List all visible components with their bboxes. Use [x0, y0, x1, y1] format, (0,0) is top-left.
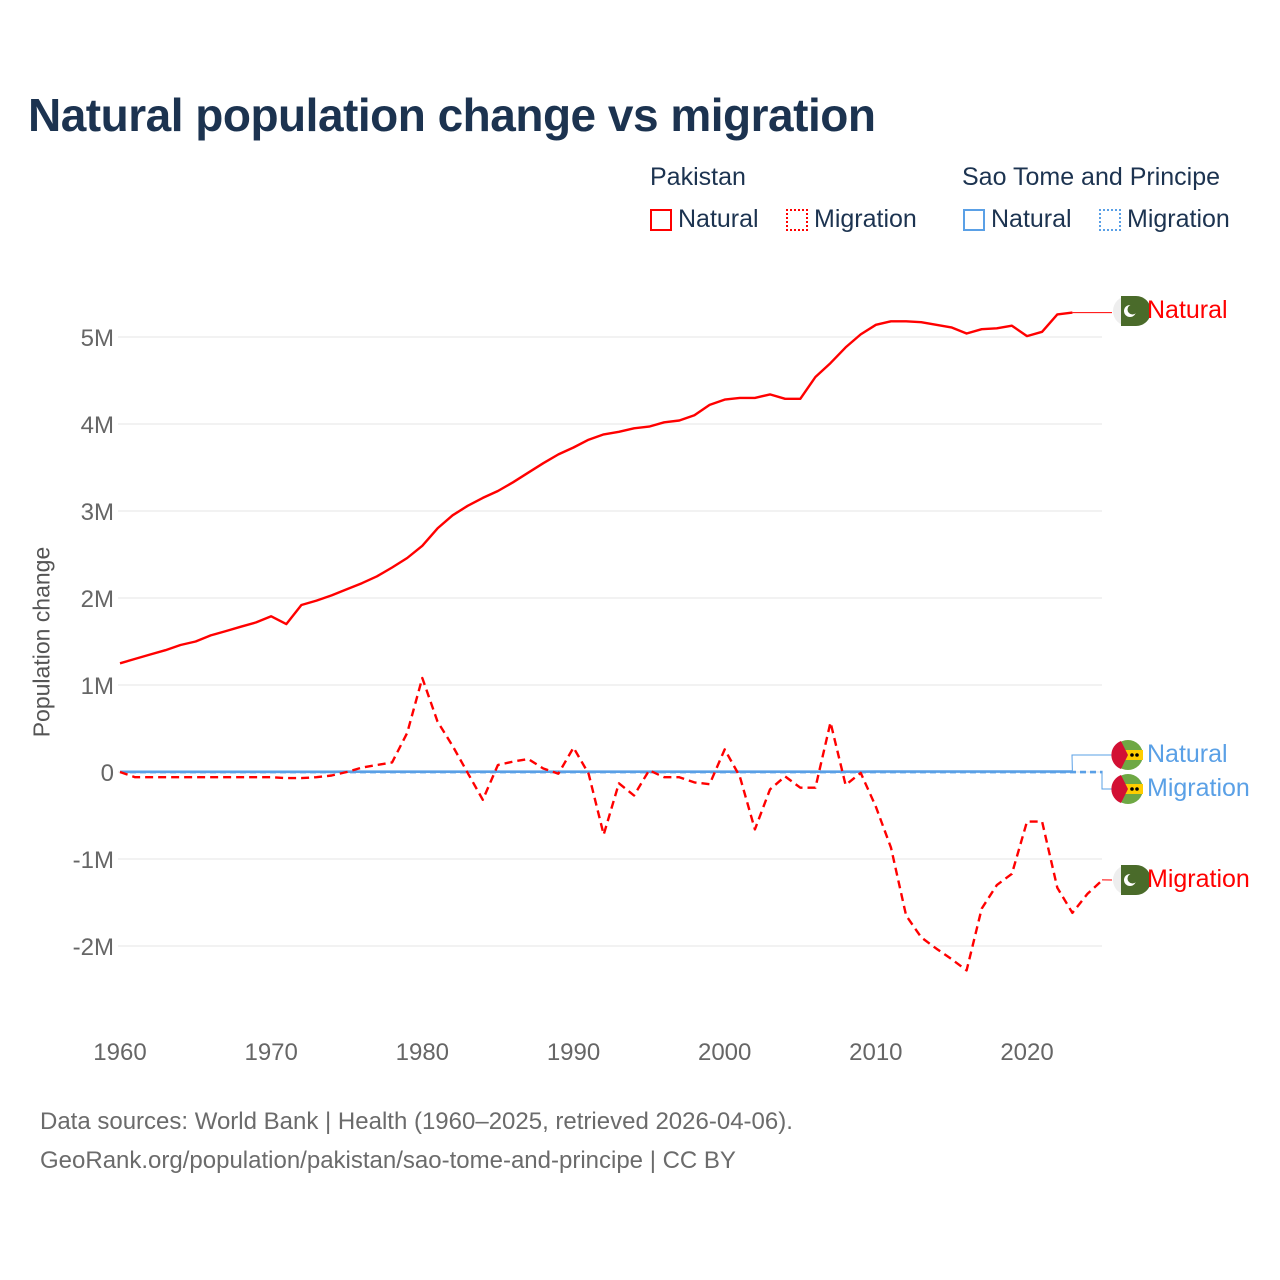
x-tick-label: 2020: [1000, 1039, 1053, 1066]
y-tick-label: -1M: [73, 847, 114, 874]
y-tick-label: -2M: [73, 934, 114, 961]
x-tick-label: 1980: [396, 1039, 449, 1066]
flag-red-2: [1111, 741, 1128, 769]
y-tick-label: 3M: [81, 499, 114, 526]
crescent-cut: [1127, 873, 1138, 884]
y-tick-label: 5M: [81, 325, 114, 352]
legend-group-pakistan: Pakistan: [650, 163, 746, 191]
legend-stp-natural[interactable]: Natural: [963, 205, 1072, 234]
end-label-pakistan-migration: Migration: [1147, 865, 1250, 893]
series-line-pakistan-migration: [119, 676, 1104, 972]
legend-label: Natural: [678, 205, 759, 233]
legend-stp-migration[interactable]: Migration: [1099, 205, 1230, 234]
connector-line: [1101, 772, 1112, 790]
star: [1135, 787, 1139, 791]
star: [1130, 787, 1134, 791]
y-tick-label: 0: [101, 760, 114, 787]
legend-swatch-solid: [963, 208, 985, 231]
x-tick-label: 1960: [93, 1039, 146, 1066]
x-tick-label: 1990: [547, 1039, 600, 1066]
flag-red-2: [1111, 775, 1128, 803]
legend-label: Natural: [991, 205, 1072, 233]
crescent-cut: [1127, 304, 1138, 315]
end-label-stp-natural: Natural: [1147, 740, 1228, 768]
x-tick-label: 1970: [244, 1039, 297, 1066]
end-label-stp-migration: Migration: [1147, 774, 1250, 802]
sao-tome-flag-icon: [1111, 740, 1143, 770]
legend-swatch-dotted: [786, 208, 808, 231]
x-tick-label: 2010: [849, 1039, 902, 1066]
star: [1130, 753, 1134, 757]
pakistan-flag-icon: [1113, 296, 1151, 326]
end-label-pakistan-natural: Natural: [1147, 296, 1228, 324]
legend-label: Migration: [1127, 205, 1230, 233]
sao-tome-flag-icon: [1111, 774, 1143, 804]
footer-link[interactable]: GeoRank.org/population/pakistan/sao-tome…: [40, 1147, 736, 1174]
y-tick-label: 1M: [81, 673, 114, 700]
series-line-pakistan-natural: [119, 311, 1073, 665]
legend-label: Migration: [814, 205, 917, 233]
y-tick-label: 4M: [81, 412, 114, 439]
pakistan-flag-icon: [1113, 865, 1151, 895]
chart-title: Natural population change vs migration: [28, 89, 876, 141]
connector-line: [1071, 754, 1112, 772]
star: [1135, 753, 1139, 757]
legend-pakistan-natural[interactable]: Natural: [650, 205, 759, 234]
x-tick-label: 2000: [698, 1039, 751, 1066]
y-tick-label: 2M: [81, 586, 114, 613]
footer-sources: Data sources: World Bank | Health (1960–…: [40, 1108, 793, 1135]
legend-swatch-solid: [650, 208, 672, 231]
legend-group-stp: Sao Tome and Principe: [962, 163, 1221, 191]
legend-swatch-dotted: [1099, 208, 1121, 231]
legend-pakistan-migration[interactable]: Migration: [786, 205, 917, 234]
